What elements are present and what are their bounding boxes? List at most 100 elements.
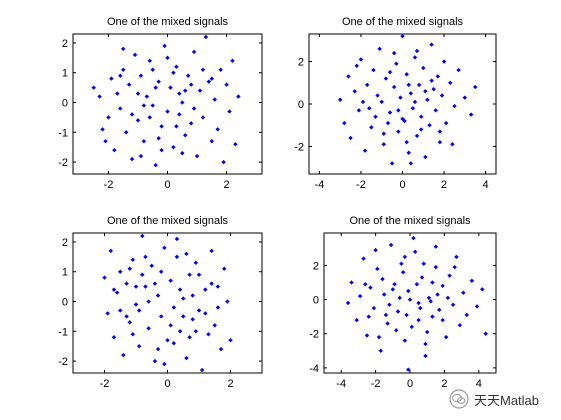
scatter-point <box>346 74 351 79</box>
scatter-point <box>393 61 399 66</box>
scatter-point <box>354 317 359 323</box>
x-tick-label: 0 <box>164 378 170 390</box>
scatter-point <box>421 261 427 267</box>
scatter-point <box>209 281 214 286</box>
scatter-point <box>127 266 132 272</box>
scatter-point <box>375 93 380 98</box>
scatter-point <box>399 261 404 267</box>
scatter-point <box>385 120 391 126</box>
scatter-point <box>425 97 430 103</box>
y-tick-label: 1 <box>62 267 68 279</box>
scatter-point <box>464 312 470 318</box>
scatter-point <box>224 82 229 87</box>
scatter-point <box>117 73 123 78</box>
scatter-point <box>445 295 451 301</box>
x-tick-label: -4 <box>336 378 346 390</box>
scatter-point <box>106 115 111 120</box>
scatter-point <box>385 321 390 326</box>
scatter-point <box>435 74 441 79</box>
subplot-4: One of the mixed signals -4 -2 0 2 4 -4 -2 0 2 <box>309 215 497 390</box>
scatter-point <box>441 59 447 64</box>
scatter-point <box>362 148 368 153</box>
scatter-point <box>428 299 433 304</box>
scatter-point <box>396 129 401 134</box>
scatter-point <box>433 244 439 249</box>
scatter-point <box>368 285 373 290</box>
scatter-point <box>358 57 364 62</box>
scatter-point <box>194 153 200 159</box>
scatter-point <box>182 132 188 138</box>
scatter-point <box>221 266 227 272</box>
scatter-point <box>117 106 123 111</box>
scatter-point <box>209 248 214 254</box>
y-tick-label: -2 <box>309 329 319 341</box>
scatter-point <box>416 300 421 306</box>
scatter-point <box>212 97 218 102</box>
scatter-point <box>400 33 405 39</box>
scatter-point <box>414 133 420 139</box>
scatter-point <box>360 99 366 105</box>
scatter-point <box>433 108 439 113</box>
scatter-point <box>366 105 372 111</box>
scatter-point <box>392 281 397 287</box>
scatter-point <box>450 302 456 307</box>
scatter-point <box>188 121 194 126</box>
scatter-point <box>431 86 436 92</box>
scatter-point <box>423 341 428 347</box>
scatter-point <box>143 284 148 289</box>
scatter-point <box>171 340 177 346</box>
subplot-3: One of the mixed signals -2 0 2 -2 -1 0 1 2 <box>58 215 263 390</box>
scatter-point <box>147 58 153 64</box>
scatter-point <box>174 236 180 242</box>
scatter-point <box>387 302 392 307</box>
scatter-point <box>129 156 135 162</box>
scatter-point <box>138 153 144 159</box>
scatter-point <box>100 127 105 132</box>
scatter-point <box>209 138 215 144</box>
scatter-point <box>127 320 132 325</box>
plot-area-2 <box>308 33 497 175</box>
y-tick-label: 0 <box>62 297 68 309</box>
scatter-point <box>412 99 418 105</box>
scatter-point <box>138 73 144 78</box>
scatter-point <box>364 82 370 88</box>
y-tick-label: 2 <box>313 260 319 272</box>
scatter-point <box>177 91 182 96</box>
scatter-point <box>221 159 226 165</box>
scatter-point <box>362 281 368 287</box>
scatter-point <box>387 110 393 115</box>
scatter-point <box>130 257 136 263</box>
scatter-point <box>196 272 202 277</box>
scatter-point <box>439 93 445 98</box>
scatter-point <box>375 266 380 272</box>
scatter-point <box>427 122 432 128</box>
scatter-point <box>469 278 475 284</box>
scatter-point <box>109 76 114 81</box>
scatter-point <box>105 311 110 316</box>
scatter-point <box>389 161 395 166</box>
scatter-point <box>366 314 372 319</box>
scatter-point <box>381 292 387 297</box>
y-tick-label: -1 <box>58 326 68 338</box>
subplot-4-title: One of the mixed signals <box>349 215 471 227</box>
scatter-point <box>103 138 108 144</box>
scatter-point <box>187 272 192 277</box>
scatter-point <box>115 91 120 96</box>
scatter-point <box>123 130 129 135</box>
scatter-point <box>171 305 177 310</box>
scatter-point <box>156 135 161 141</box>
scatter-point <box>209 76 215 81</box>
x-tick-label: -2 <box>100 378 110 390</box>
scatter-point <box>179 150 185 156</box>
scatter-point <box>165 55 170 61</box>
plot-area-1 <box>72 33 263 175</box>
scatter-point <box>402 254 408 260</box>
scatter-point <box>398 95 403 100</box>
scatter-point <box>203 311 208 316</box>
scatter-point <box>357 293 363 299</box>
scatter-point <box>376 334 382 340</box>
scatter-point <box>391 50 397 56</box>
y-tick-label: -1 <box>58 127 68 139</box>
scatter-point <box>404 139 409 145</box>
